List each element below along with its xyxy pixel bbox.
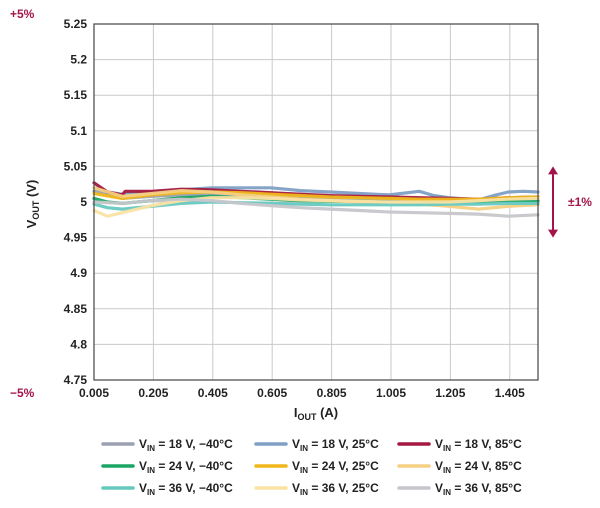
x-tick-label: 0.605 xyxy=(257,386,287,400)
band-arrow-head-down xyxy=(548,229,558,238)
x-tick-label: 1.005 xyxy=(376,386,406,400)
y-tick-label: 4.75 xyxy=(64,373,88,387)
legend: VIN = 18 V, −40°C VIN = 18 V, 25°C VIN = 1… xyxy=(101,437,522,497)
annotation-minus-5pct: −5% xyxy=(10,386,35,400)
y-tick-label: 5.05 xyxy=(64,159,88,173)
x-tick-label: 0.005 xyxy=(79,386,109,400)
y-axis-label-unit: (V) xyxy=(24,180,39,201)
legend-entry: VIN = 36 V, 25°C xyxy=(292,481,379,497)
y-tick-label: 5 xyxy=(80,195,87,209)
band-arrow-head-up xyxy=(548,166,558,175)
plot-frame xyxy=(93,23,539,381)
y-tick-label: 4.8 xyxy=(70,337,87,351)
tolerance-band xyxy=(548,166,558,238)
legend-entry: VIN = 24 V, 85°C xyxy=(435,459,522,475)
x-tick-label: 0.205 xyxy=(138,386,168,400)
legend-entry: VIN = 18 V, −40°C xyxy=(139,437,233,453)
y-tick-label: 5.2 xyxy=(70,53,87,67)
y-axis-label-main: V xyxy=(24,219,39,228)
legend-entry: VIN = 36 V, 85°C xyxy=(435,481,522,497)
legend-entry: VIN = 18 V, 25°C xyxy=(292,437,379,453)
annotation-plus-5pct: +5% xyxy=(10,7,35,21)
y-tick-label: 4.85 xyxy=(64,302,88,316)
series-line-5 xyxy=(92,190,540,201)
series-line-8 xyxy=(92,196,540,218)
y-tick-label: 5.25 xyxy=(64,17,88,31)
x-tick-label: 1.205 xyxy=(435,386,465,400)
y-tick-label: 5.1 xyxy=(70,124,87,138)
legend-entry: VIN = 24 V, 25°C xyxy=(292,459,379,475)
x-tick-label: 0.405 xyxy=(198,386,228,400)
legend-entry: VIN = 24 V, −40°C xyxy=(139,459,233,475)
annotation-plus-minus-1pct: ±1% xyxy=(568,195,592,209)
legend-entry: VIN = 18 V, 85°C xyxy=(435,437,522,453)
x-axis-label-main: I xyxy=(294,405,298,420)
x-tick-label: 1.405 xyxy=(495,386,525,400)
x-axis-label-unit: (A) xyxy=(316,405,338,420)
series-lines xyxy=(92,181,540,218)
x-tick-label: 0.805 xyxy=(317,386,347,400)
x-axis-label-sub: OUT xyxy=(297,412,317,422)
legend-entry: VIN = 36 V, −40°C xyxy=(139,481,233,497)
y-tick-label: 5.15 xyxy=(64,88,88,102)
y-axis-label: VOUT (V) xyxy=(24,180,41,229)
y-tick-label: 4.9 xyxy=(70,266,87,280)
y-axis-label-sub: OUT xyxy=(31,200,41,220)
axes: 4.75 4.8 4.85 4.9 4.95 5 5.05 5.1 5.15 5.2 5.25 0.0… xyxy=(64,17,539,400)
series-line-9 xyxy=(92,197,540,218)
y-tick-label: 4.95 xyxy=(64,231,88,245)
x-axis-label: IOUT (A) xyxy=(294,405,338,422)
